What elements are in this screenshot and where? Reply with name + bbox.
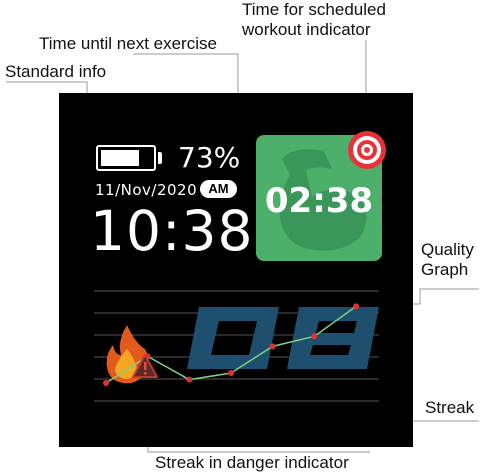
callout-line: Quality [421, 240, 474, 259]
callout-streak: Streak [425, 398, 475, 417]
warning-triangle-icon [132, 354, 158, 378]
graph-point [269, 343, 276, 350]
callout-line: Graph [421, 260, 469, 279]
battery-fill [101, 150, 139, 166]
target-icon [348, 131, 386, 169]
battery-percent: 73% [178, 141, 241, 174]
streak-digits [187, 307, 379, 369]
callout-standard-info: Standard info [5, 62, 107, 81]
flexed-arm-icon [279, 149, 367, 251]
callout-streak-danger: Streak in danger indicator [155, 453, 349, 472]
graph-point [228, 370, 234, 376]
graph-point [186, 376, 193, 383]
callout-time-until-next: Time until next exercise [39, 34, 217, 53]
graph-point [311, 333, 318, 340]
workout-tile[interactable]: 02:38 [256, 135, 382, 261]
date-label: 11/Nov/2020 [95, 181, 198, 199]
quality-graph [94, 290, 379, 402]
battery-tip [158, 152, 162, 164]
callout-line: workout indicator [242, 20, 371, 39]
callout-time-for-workout: Time for scheduled workout indicator [242, 0, 386, 40]
battery-icon [96, 145, 156, 171]
workout-countdown: 02:38 [264, 181, 374, 221]
watch-screen: 73% 11/Nov/2020 AM 10:38 02:38 [59, 93, 413, 447]
clock-time: 10:38 [90, 199, 254, 263]
callout-quality-graph: Quality Graph [421, 240, 474, 280]
ampm-badge: AM [200, 180, 237, 198]
callout-line: Time for scheduled [242, 0, 386, 19]
graph-point [353, 303, 359, 310]
graph-point [103, 380, 109, 386]
